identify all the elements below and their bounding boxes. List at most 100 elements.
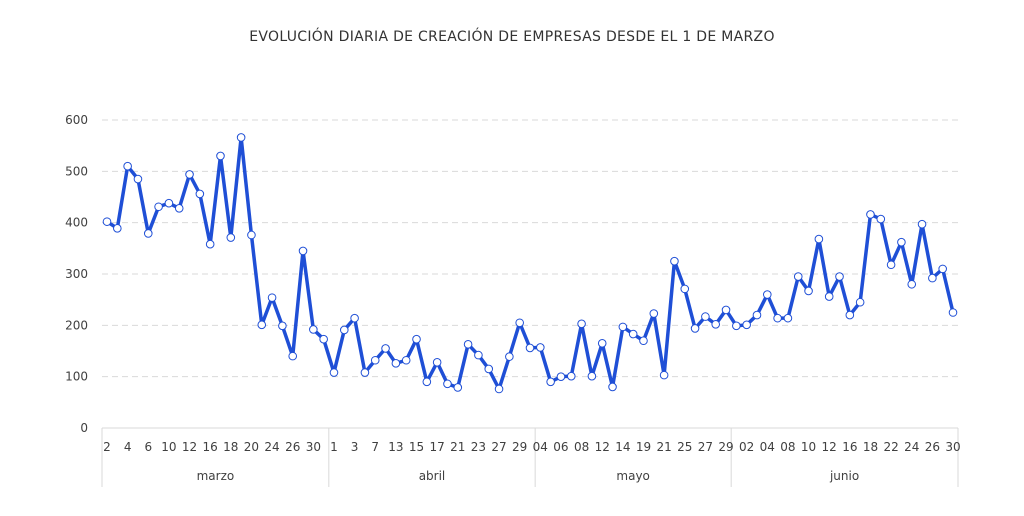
data-point	[174, 203, 184, 213]
data-point	[907, 279, 917, 289]
month-label: junio	[829, 469, 859, 483]
data-point	[928, 273, 937, 283]
data-point	[298, 246, 308, 256]
data-point	[381, 344, 390, 353]
y-tick-label: 600	[65, 113, 88, 127]
data-point	[505, 352, 514, 361]
data-point	[835, 272, 844, 281]
data-point	[360, 368, 370, 377]
data-point	[917, 219, 927, 229]
data-point	[762, 290, 772, 299]
x-tick-label: 23	[471, 440, 486, 454]
data-point	[742, 320, 751, 330]
data-point	[329, 368, 339, 377]
data-point	[278, 321, 287, 331]
data-point	[164, 198, 174, 208]
chart-title: EVOLUCIÓN DIARIA DE CREACIÓN DE EMPRESAS…	[249, 29, 775, 45]
data-point	[226, 233, 236, 242]
data-point	[886, 260, 896, 270]
data-point	[587, 371, 597, 381]
x-tick-label: 29	[718, 440, 733, 454]
data-point	[247, 230, 256, 240]
x-tick-label: 26	[285, 440, 300, 454]
x-tick-label: 14	[615, 440, 630, 454]
data-point	[267, 293, 277, 302]
data-point	[783, 313, 793, 323]
data-point	[577, 319, 586, 329]
y-tick-label: 0	[80, 421, 88, 435]
data-point	[938, 264, 947, 274]
data-point	[443, 379, 452, 389]
x-tick-label: 15	[409, 440, 424, 454]
x-tick-label: 26	[925, 440, 940, 454]
x-tick-label: 10	[801, 440, 816, 454]
x-tick-label: 12	[595, 440, 610, 454]
data-point	[113, 224, 122, 233]
data-point	[350, 313, 359, 323]
x-tick-label: 1	[330, 440, 338, 454]
data-point	[824, 292, 834, 301]
x-tick-label: 16	[203, 440, 218, 454]
data-point	[484, 364, 494, 374]
data-point	[855, 297, 865, 307]
data-point	[536, 343, 545, 352]
month-label: mayo	[616, 469, 650, 483]
data-point	[866, 210, 875, 219]
data-point	[690, 324, 700, 333]
data-point	[412, 334, 421, 344]
data-point	[618, 322, 628, 332]
x-tick-label: 24	[264, 440, 279, 454]
data-point	[732, 321, 741, 331]
x-tick-label: 30	[945, 440, 960, 454]
x-tick-label: 6	[144, 440, 152, 454]
data-point	[515, 318, 524, 328]
data-point	[721, 305, 731, 315]
x-tick-label: 17	[430, 440, 445, 454]
data-point	[701, 312, 710, 321]
data-point	[670, 256, 679, 266]
data-point	[773, 313, 782, 323]
x-tick-label: 25	[677, 440, 692, 454]
data-point	[309, 325, 318, 334]
data-point	[649, 309, 659, 318]
data-point	[948, 308, 958, 317]
x-tick-label: 30	[306, 440, 321, 454]
data-point	[236, 133, 246, 142]
x-tick-label: 08	[574, 440, 589, 454]
x-tick-label: 18	[863, 440, 878, 454]
data-point	[845, 310, 855, 320]
data-point	[793, 272, 803, 281]
x-tick-label: 22	[883, 440, 898, 454]
x-tick-label: 29	[512, 440, 527, 454]
x-tick-label: 10	[161, 440, 176, 454]
x-tick-label: 08	[780, 440, 795, 454]
data-point	[370, 355, 380, 365]
x-tick-label: 16	[842, 440, 857, 454]
data-point	[216, 151, 225, 161]
data-point	[474, 350, 483, 360]
data-point	[804, 286, 813, 296]
y-tick-label: 200	[65, 318, 88, 332]
x-tick-label: 2	[103, 440, 111, 454]
x-tick-label: 3	[351, 440, 359, 454]
x-tick-label: 21	[450, 440, 465, 454]
x-tick-label: 04	[760, 440, 775, 454]
data-point	[525, 343, 535, 353]
data-point	[639, 336, 648, 346]
y-tick-label: 300	[65, 267, 88, 281]
data-point	[257, 320, 267, 330]
x-tick-label: 27	[698, 440, 713, 454]
data-point	[556, 372, 566, 381]
x-tick-label: 27	[491, 440, 506, 454]
x-tick-label: 02	[739, 440, 754, 454]
data-point	[680, 284, 690, 294]
x-tick-label: 7	[371, 440, 379, 454]
data-point	[339, 325, 349, 335]
x-tick-label: 06	[553, 440, 568, 454]
data-point	[752, 310, 762, 320]
data-point	[195, 189, 205, 199]
data-point	[205, 239, 215, 249]
x-tick-label: 19	[636, 440, 651, 454]
data-point	[154, 202, 163, 212]
data-point	[566, 371, 576, 381]
